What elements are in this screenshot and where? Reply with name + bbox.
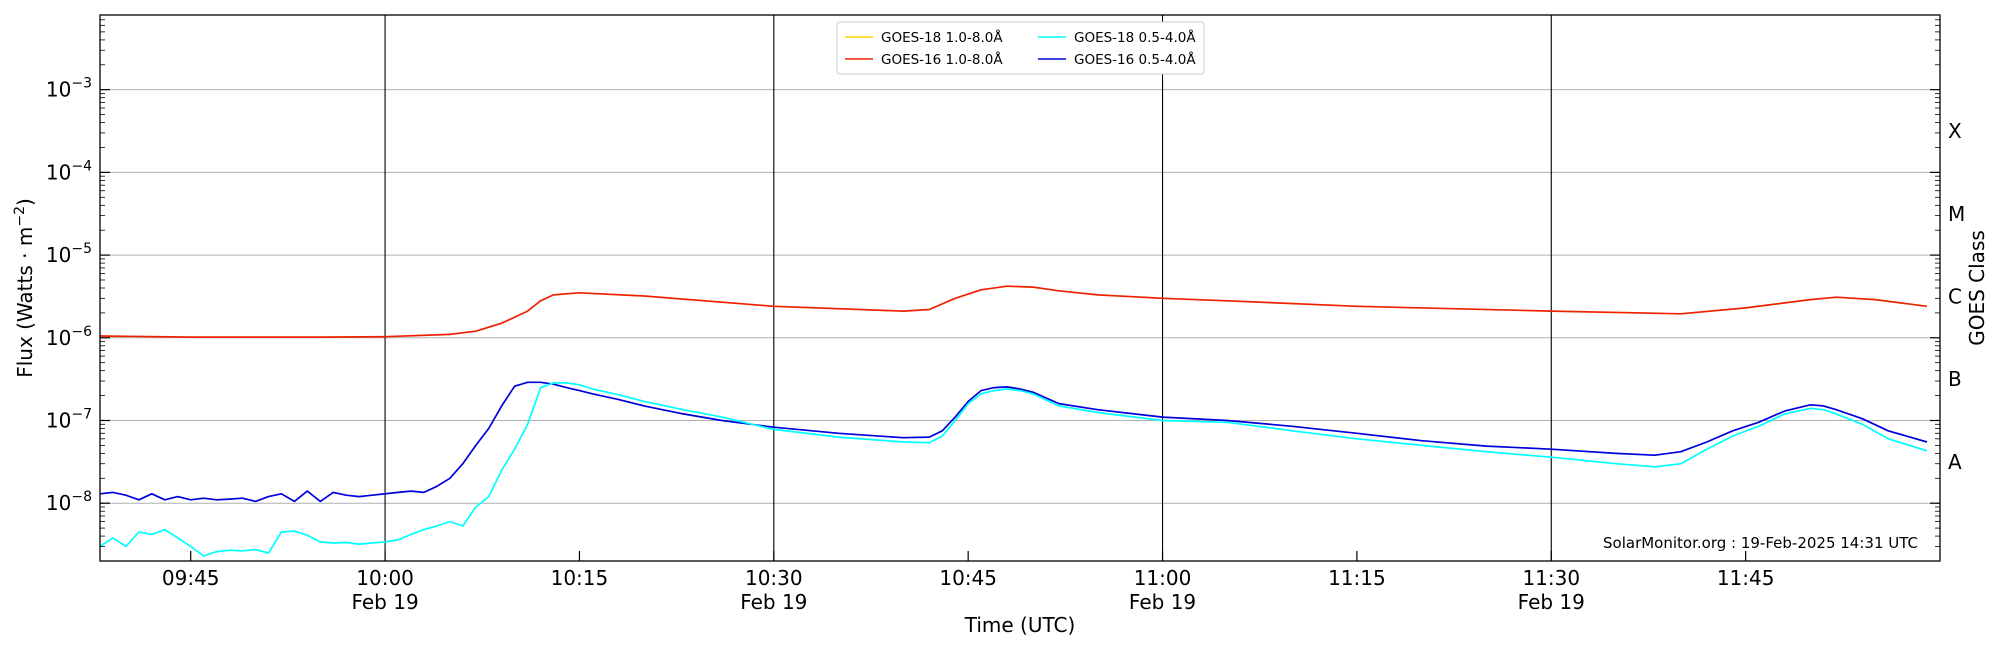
x-tick-label: 10:45 xyxy=(939,566,997,590)
legend-label-goes16-short: GOES-16 0.5-4.0Å xyxy=(1074,51,1196,68)
y-tick-mantissa: 10 xyxy=(46,326,71,350)
watermark-text: SolarMonitor.org : 19-Feb-2025 14:31 UTC xyxy=(1603,534,1918,552)
x-tick-label: 10:00 xyxy=(356,566,414,590)
goes-class-b: B xyxy=(1948,367,1962,391)
y-axis-ticks: 10−810−710−610−510−410−3 xyxy=(46,14,1940,562)
y-tick-mantissa: 10 xyxy=(46,491,71,515)
y-tick-exponent: −7 xyxy=(71,406,92,422)
series-lines xyxy=(99,285,1928,557)
x-axis-label: Time (UTC) xyxy=(964,613,1076,637)
right-axis-label: GOES Class xyxy=(1965,230,1989,346)
y-tick-label: 10−3 xyxy=(46,76,92,102)
series-line-1 xyxy=(99,381,1928,503)
x-tick-label: 09:45 xyxy=(162,566,220,590)
grid-lines xyxy=(100,89,1940,504)
y-tick-exponent: −3 xyxy=(71,76,92,92)
y-tick-label: 10−7 xyxy=(46,406,92,432)
y-axis-label: Flux (Watts · m−2) xyxy=(12,198,37,378)
goes-class-c: C xyxy=(1948,284,1962,308)
x-tick-label: 11:15 xyxy=(1328,566,1386,590)
legend-label-goes18-short: GOES-18 0.5-4.0Å xyxy=(1074,29,1196,46)
y-tick-label: 10−6 xyxy=(46,324,92,350)
x-tick-date-label: Feb 19 xyxy=(1518,590,1585,614)
legend-label-goes16-long: GOES-16 1.0-8.0Å xyxy=(881,51,1003,68)
series-line-0 xyxy=(99,285,1928,338)
y-tick-label: 10−8 xyxy=(46,489,92,515)
series-line-2 xyxy=(99,382,1928,557)
legend-label-goes18-long: GOES-18 1.0-8.0Å xyxy=(881,29,1003,46)
y-tick-mantissa: 10 xyxy=(46,160,71,184)
x-tick-label: 11:00 xyxy=(1134,566,1192,590)
goes-class-labels: A B C M X xyxy=(1948,119,1965,474)
y-tick-label: 10−4 xyxy=(46,158,92,184)
x-tick-label: 10:15 xyxy=(551,566,609,590)
y-tick-mantissa: 10 xyxy=(46,243,71,267)
y-axis-label-main: Flux (Watts · m xyxy=(13,227,37,378)
y-tick-exponent: −8 xyxy=(71,489,92,505)
goes-class-a: A xyxy=(1948,450,1962,474)
y-axis-label-exp: −2 xyxy=(12,206,28,227)
y-tick-mantissa: 10 xyxy=(46,78,71,102)
y-tick-label: 10−5 xyxy=(46,241,92,267)
legend: GOES-18 1.0-8.0Å GOES-18 0.5-4.0Å GOES-1… xyxy=(836,21,1205,75)
x-tick-date-label: Feb 19 xyxy=(740,590,807,614)
y-axis-label-close: ) xyxy=(13,198,37,206)
y-tick-exponent: −4 xyxy=(71,158,92,174)
goes-class-x: X xyxy=(1948,119,1962,143)
x-tick-date-label: Feb 19 xyxy=(1129,590,1196,614)
y-tick-exponent: −6 xyxy=(71,324,92,340)
y-tick-mantissa: 10 xyxy=(46,408,71,432)
legend-box xyxy=(836,21,1205,75)
x-tick-label: 11:45 xyxy=(1717,566,1775,590)
x-tick-label: 10:30 xyxy=(745,566,803,590)
vertical-day-markers xyxy=(384,15,1552,561)
y-tick-exponent: −5 xyxy=(71,241,92,257)
goes-class-m: M xyxy=(1948,202,1965,226)
x-tick-label: 11:30 xyxy=(1522,566,1580,590)
x-tick-date-label: Feb 19 xyxy=(351,590,418,614)
